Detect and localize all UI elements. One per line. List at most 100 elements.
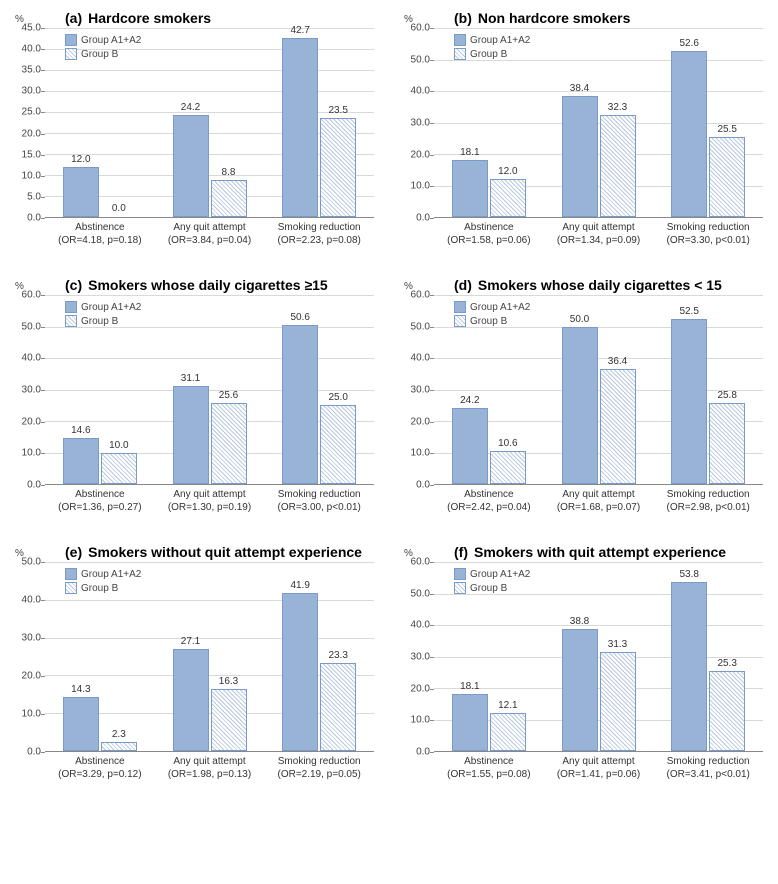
x-label: Any quit attempt(OR=3.84, p=0.04) bbox=[155, 218, 265, 247]
bar-value-label: 8.8 bbox=[222, 167, 236, 178]
bar-a: 12.0 bbox=[63, 167, 99, 217]
bar-value-label: 31.3 bbox=[608, 639, 627, 650]
y-tick-label: 30.0 bbox=[404, 118, 430, 129]
plot-region: Group A1+A2Group B18.112.138.831.353.825… bbox=[434, 562, 763, 752]
plot-region: Group A1+A2Group B14.32.327.116.341.923.… bbox=[45, 562, 374, 752]
panel-title-prefix: (c) bbox=[65, 277, 82, 293]
panel-title-prefix: (a) bbox=[65, 10, 82, 26]
y-tick-label: 50.0 bbox=[404, 321, 430, 332]
panel-title-text: Smokers without quit attempt experience bbox=[88, 544, 362, 560]
panel-title-text: Smokers whose daily cigarettes < 15 bbox=[478, 277, 722, 293]
y-tick-label: 10.0 bbox=[15, 448, 41, 459]
panel-title: (c)Smokers whose daily cigarettes ≥15 bbox=[65, 277, 379, 293]
x-label-name: Abstinence bbox=[434, 755, 544, 768]
bar-group: 50.625.0 bbox=[264, 295, 374, 484]
bar-value-label: 53.8 bbox=[679, 569, 698, 580]
x-label: Any quit attempt(OR=1.41, p=0.06) bbox=[544, 752, 654, 781]
y-tick-label: 20.0 bbox=[404, 416, 430, 427]
x-label-name: Abstinence bbox=[45, 488, 155, 501]
y-tick-label: 50.0 bbox=[15, 321, 41, 332]
x-label: Abstinence(OR=1.58, p=0.06) bbox=[434, 218, 544, 247]
panel-title-text: Non hardcore smokers bbox=[478, 10, 631, 26]
x-label: Smoking reduction(OR=3.41, p<0.01) bbox=[653, 752, 763, 781]
x-label-stat: (OR=3.30, p<0.01) bbox=[653, 234, 763, 247]
bar-value-label: 10.0 bbox=[109, 440, 128, 451]
y-tick-label: 10.0 bbox=[404, 715, 430, 726]
bar-a: 38.8 bbox=[562, 629, 598, 751]
bar-group: 38.8 31.3 bbox=[544, 562, 654, 751]
y-tick-mark bbox=[430, 485, 434, 486]
y-tick-label: 40.0 bbox=[404, 86, 430, 97]
y-tick-label: 60.0 bbox=[15, 290, 41, 301]
bar-b: 25.0 bbox=[320, 405, 356, 484]
x-label: Any quit attempt(OR=1.98, p=0.13) bbox=[155, 752, 265, 781]
x-label-name: Any quit attempt bbox=[544, 755, 654, 768]
x-label-name: Smoking reduction bbox=[264, 755, 374, 768]
y-tick-label: 60.0 bbox=[404, 557, 430, 568]
y-tick-label: 10.0 bbox=[404, 181, 430, 192]
y-tick-label: 20.0 bbox=[15, 128, 41, 139]
bar-b: 25.6 bbox=[211, 403, 247, 484]
bar-a: 14.6 bbox=[63, 438, 99, 484]
y-tick-label: 50.0 bbox=[404, 588, 430, 599]
bar-group: 42.723.5 bbox=[264, 28, 374, 217]
x-label-stat: (OR=1.41, p=0.06) bbox=[544, 768, 654, 781]
bar-b: 12.0 bbox=[490, 179, 526, 217]
bar-value-label: 14.3 bbox=[71, 684, 90, 695]
y-tick-label: 30.0 bbox=[404, 385, 430, 396]
bar-a: 53.8 bbox=[671, 582, 707, 751]
plot-region: Group A1+A2Group B18.112.038.432.352.625… bbox=[434, 28, 763, 218]
y-tick-label: 10.0 bbox=[404, 448, 430, 459]
bar-a: 50.0 bbox=[562, 327, 598, 485]
x-labels: Abstinence(OR=4.18, p=0.18)Any quit atte… bbox=[45, 218, 374, 247]
x-label-name: Smoking reduction bbox=[264, 488, 374, 501]
y-tick-label: 50.0 bbox=[404, 54, 430, 65]
y-tick-mark bbox=[430, 218, 434, 219]
bar-b: 23.5 bbox=[320, 118, 356, 217]
y-tick-label: 50.0 bbox=[15, 557, 41, 568]
y-tick-label: 0.0 bbox=[15, 747, 41, 758]
bar-groups: 14.32.327.116.341.923.3 bbox=[45, 562, 374, 751]
x-label-stat: (OR=3.00, p<0.01) bbox=[264, 501, 374, 514]
x-label: Any quit attempt(OR=1.34, p=0.09) bbox=[544, 218, 654, 247]
bar-value-label: 27.1 bbox=[181, 636, 200, 647]
bar-group: 18.1 12.0 bbox=[434, 28, 544, 217]
y-tick-label: 40.0 bbox=[15, 595, 41, 606]
y-tick-label: 30.0 bbox=[404, 652, 430, 663]
chart-panel-b: (b)Non hardcore smokers%0.010.020.030.04… bbox=[399, 10, 768, 247]
chart-panel-a: (a)Hardcore smokers%0.05.010.015.020.025… bbox=[10, 10, 379, 247]
y-tick-label: 30.0 bbox=[15, 385, 41, 396]
bar-a: 50.6 bbox=[282, 325, 318, 484]
y-tick-label: 60.0 bbox=[404, 290, 430, 301]
chart-area: %0.010.020.030.040.050.060.0Group A1+A2G… bbox=[434, 28, 763, 218]
panel-title-prefix: (d) bbox=[454, 277, 472, 293]
panel-title-prefix: (e) bbox=[65, 544, 82, 560]
bar-group: 27.116.3 bbox=[155, 562, 265, 751]
bar-value-label: 12.0 bbox=[71, 154, 90, 165]
x-label-name: Smoking reduction bbox=[653, 221, 763, 234]
bar-b: 25.3 bbox=[709, 671, 745, 751]
y-tick-label: 40.0 bbox=[15, 44, 41, 55]
x-labels: Abstinence(OR=1.36, p=0.27)Any quit atte… bbox=[45, 485, 374, 514]
bar-groups: 14.610.031.125.650.625.0 bbox=[45, 295, 374, 484]
x-label-stat: (OR=1.30, p=0.19) bbox=[155, 501, 265, 514]
bar-b: 8.8 bbox=[211, 180, 247, 217]
y-tick-label: 20.0 bbox=[404, 149, 430, 160]
bar-a: 24.2 bbox=[173, 115, 209, 217]
bar-value-label: 18.1 bbox=[460, 147, 479, 158]
bar-group: 41.923.3 bbox=[264, 562, 374, 751]
plot-region: Group A1+A2Group B24.210.650.036.452.525… bbox=[434, 295, 763, 485]
bar-value-label: 14.6 bbox=[71, 425, 90, 436]
bar-value-label: 24.2 bbox=[181, 102, 200, 113]
x-label-stat: (OR=1.98, p=0.13) bbox=[155, 768, 265, 781]
bar-value-label: 25.6 bbox=[219, 390, 238, 401]
panel-title-prefix: (f) bbox=[454, 544, 468, 560]
y-tick-label: 20.0 bbox=[15, 671, 41, 682]
bar-b: 10.0 bbox=[101, 453, 137, 485]
chart-area: %0.05.010.015.020.025.030.035.040.045.0G… bbox=[45, 28, 374, 218]
bar-a: 52.5 bbox=[671, 319, 707, 484]
bar-group: 12.00.0 bbox=[45, 28, 155, 217]
bar-value-label: 36.4 bbox=[608, 356, 627, 367]
bar-value-label: 41.9 bbox=[290, 580, 309, 591]
bar-group: 53.825.3 bbox=[653, 562, 763, 751]
